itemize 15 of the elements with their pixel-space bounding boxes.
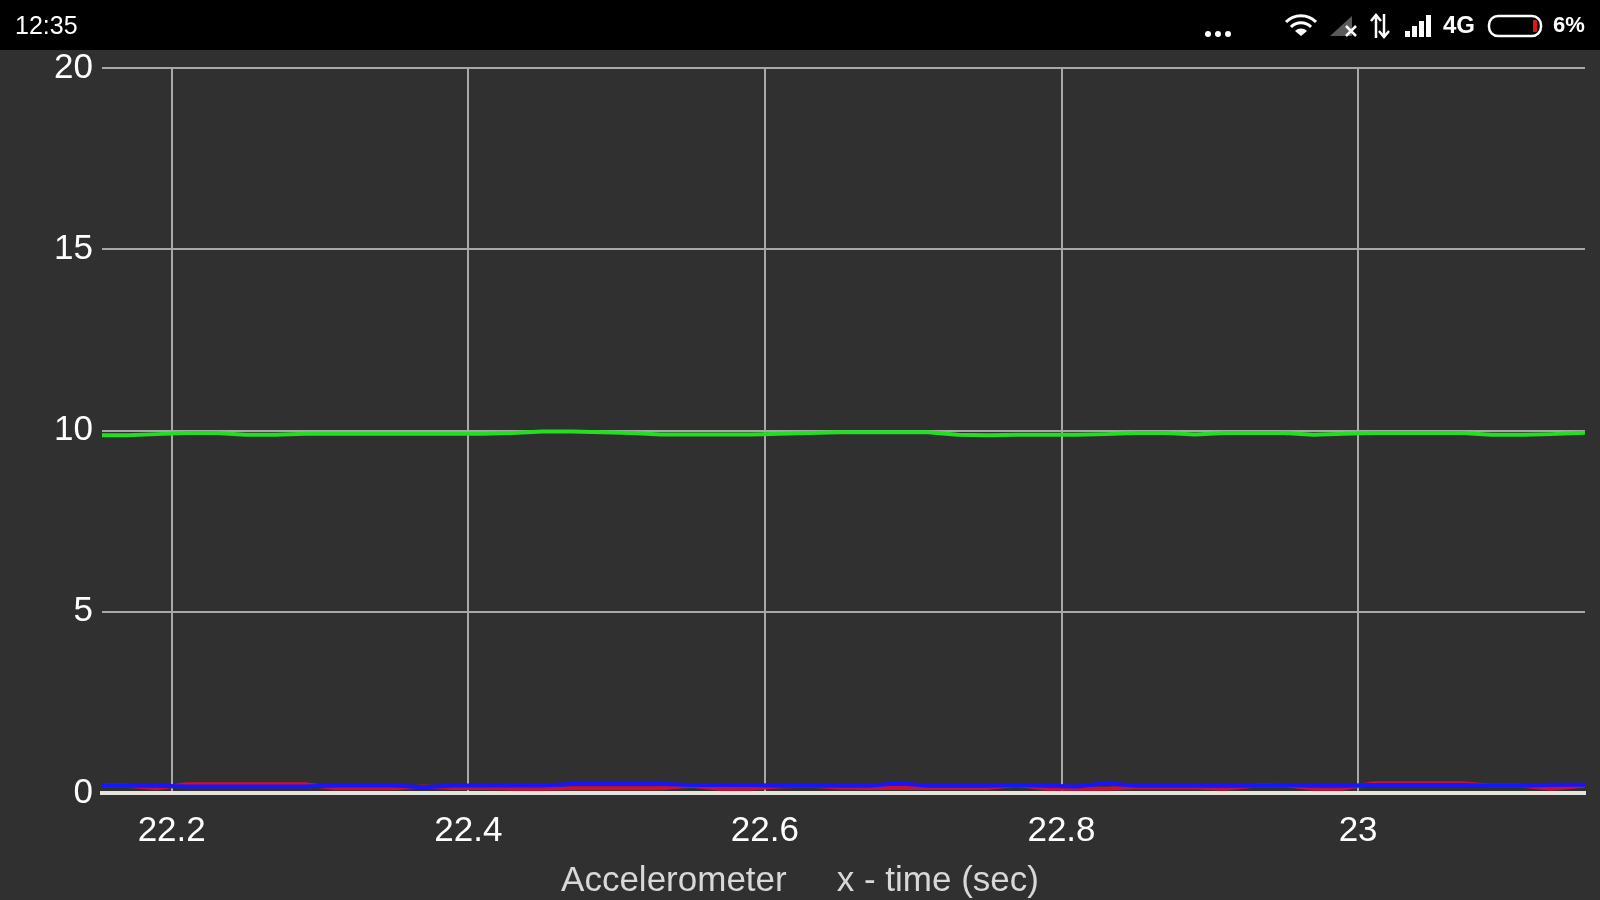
- x-tick-label: 22.2: [137, 808, 206, 848]
- y-tick-label: 5: [73, 589, 93, 629]
- text: 6%: [1553, 11, 1585, 39]
- text: Accelerometer: [561, 858, 787, 900]
- x-tick-label: 23: [1338, 808, 1378, 848]
- text: 4G: [1443, 10, 1476, 40]
- y-tick-label: 20: [54, 45, 93, 85]
- x-tick-label: 22.6: [730, 808, 799, 848]
- x-tick-label: 22.4: [434, 808, 503, 848]
- y-tick-label: 10: [54, 408, 93, 448]
- x-tick-label: 22.8: [1027, 808, 1096, 848]
- x-axis-title: x - time (sec): [836, 858, 1039, 900]
- y-tick-label: 0: [73, 770, 93, 810]
- y-tick-label: 15: [54, 226, 93, 266]
- text: 12:35: [15, 11, 78, 39]
